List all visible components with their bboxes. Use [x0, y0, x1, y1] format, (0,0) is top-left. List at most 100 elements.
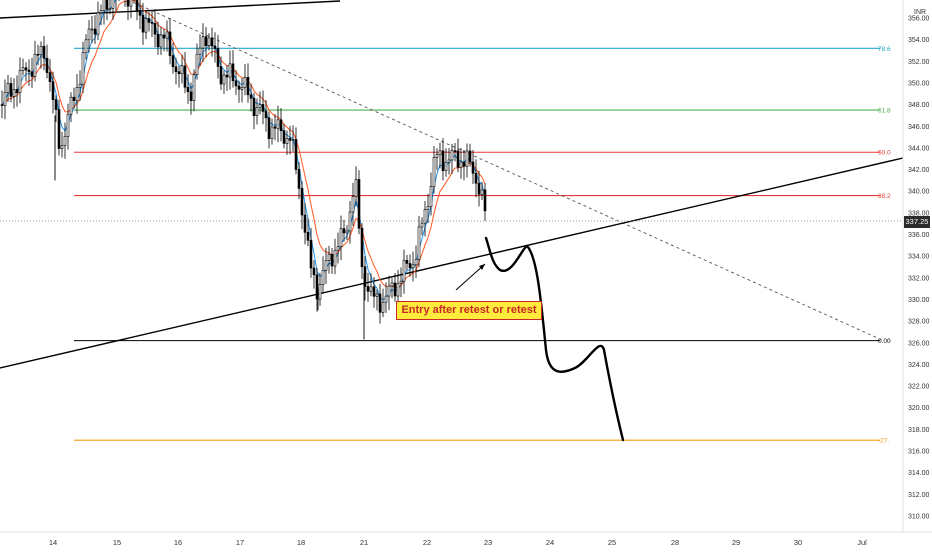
candle-body [177, 71, 181, 75]
candle-body [444, 162, 448, 171]
candle-body [60, 144, 64, 149]
candle-body [165, 31, 169, 39]
candle-body [201, 36, 205, 49]
fib-level-label: 0.00 [878, 338, 891, 345]
candle-body [138, 10, 142, 16]
candle-body [3, 92, 7, 106]
candle-body [303, 214, 307, 233]
candle-body [423, 209, 427, 224]
candle-body [15, 89, 19, 93]
candle-body [429, 186, 433, 208]
candle-body [471, 161, 475, 174]
candle-body [228, 63, 232, 78]
candle-body [147, 18, 151, 23]
candle-body [345, 230, 349, 234]
candle-body [399, 280, 403, 284]
candle-body [183, 65, 187, 88]
y-tick-label: 318.00 [908, 427, 930, 434]
candle-body [426, 206, 430, 210]
candle-body [456, 150, 460, 168]
candle-body [108, 8, 112, 10]
candle-body [339, 228, 343, 247]
candle-body [324, 260, 328, 271]
candle-body [57, 109, 61, 149]
projected-price-path [484, 236, 625, 442]
candle-body [354, 179, 358, 197]
candle-body [459, 161, 463, 168]
candle-body [96, 12, 100, 35]
candle-body [306, 232, 310, 241]
y-tick-label: 352.00 [908, 59, 930, 66]
candle-body [9, 83, 13, 97]
candle-body [21, 67, 25, 71]
candle-body [465, 150, 469, 167]
candle-body [258, 104, 262, 108]
currency-label: INR [914, 9, 927, 16]
x-tick-label: Jul [857, 538, 867, 547]
candle-body [333, 249, 337, 267]
candle-body [66, 113, 70, 137]
x-tick-label: 18 [297, 538, 305, 547]
candle-body [216, 48, 220, 67]
candle-body [474, 172, 478, 184]
candle-body [255, 107, 259, 117]
candle-body [282, 130, 286, 144]
candle-body [75, 87, 79, 101]
y-tick-label: 334.00 [908, 254, 930, 261]
candle-body [453, 150, 457, 152]
x-tick-label: 30 [794, 538, 802, 547]
ascending-support-trendline [0, 157, 904, 369]
candle-body [402, 259, 406, 282]
candle-body [213, 45, 217, 49]
descending-dashed-trendline [134, 2, 883, 341]
candle-body [111, 0, 115, 9]
y-tick-label: 322.00 [908, 384, 930, 391]
candle-body [294, 139, 298, 170]
upper-trendline [0, 0, 341, 19]
candle-body [450, 150, 454, 161]
candle-body [285, 138, 289, 144]
candle-body [222, 74, 226, 85]
y-tick-label: 316.00 [908, 449, 930, 456]
y-tick-label: 356.00 [908, 16, 930, 23]
candle-body [411, 264, 415, 269]
candle-body [87, 28, 91, 41]
y-tick-label: 340.00 [908, 189, 930, 196]
candle-body [390, 282, 394, 287]
y-tick-label: 354.00 [908, 37, 930, 44]
candle-body [405, 259, 409, 264]
candle-body [297, 169, 301, 189]
candle-body [162, 34, 166, 39]
current-price-badge: 337.25 [904, 216, 930, 228]
candle-body [243, 76, 247, 88]
candle-body [219, 66, 223, 85]
fib-level-label: 78.6 [878, 46, 891, 53]
candle-body [30, 71, 34, 77]
candle-body [414, 259, 418, 266]
candle-body [420, 222, 424, 228]
candle-body [204, 36, 208, 47]
y-tick-label: 328.00 [908, 319, 930, 326]
ema-slow-line [1, 0, 486, 289]
candle-body [435, 154, 439, 158]
candle-body [396, 282, 400, 297]
y-tick-label: 312.00 [908, 492, 930, 499]
candle-body [150, 22, 154, 24]
x-tick-label: 23 [484, 538, 492, 547]
candle-body [105, 0, 109, 10]
candle-body [348, 211, 352, 232]
candle-body [210, 37, 214, 47]
ema-fast-line [1, 0, 486, 301]
annotation-box: Entry after retest or retest [396, 301, 542, 320]
y-tick-label: 314.00 [908, 470, 930, 477]
y-tick-label: 344.00 [908, 145, 930, 152]
y-tick-label: 326.00 [908, 340, 930, 347]
candle-body [225, 74, 229, 78]
candle-body [240, 87, 244, 90]
candle-body [378, 293, 382, 313]
x-tick-label: 28 [671, 538, 679, 547]
annotation-arrowhead [479, 264, 485, 270]
y-tick-label: 338.00 [908, 210, 930, 217]
